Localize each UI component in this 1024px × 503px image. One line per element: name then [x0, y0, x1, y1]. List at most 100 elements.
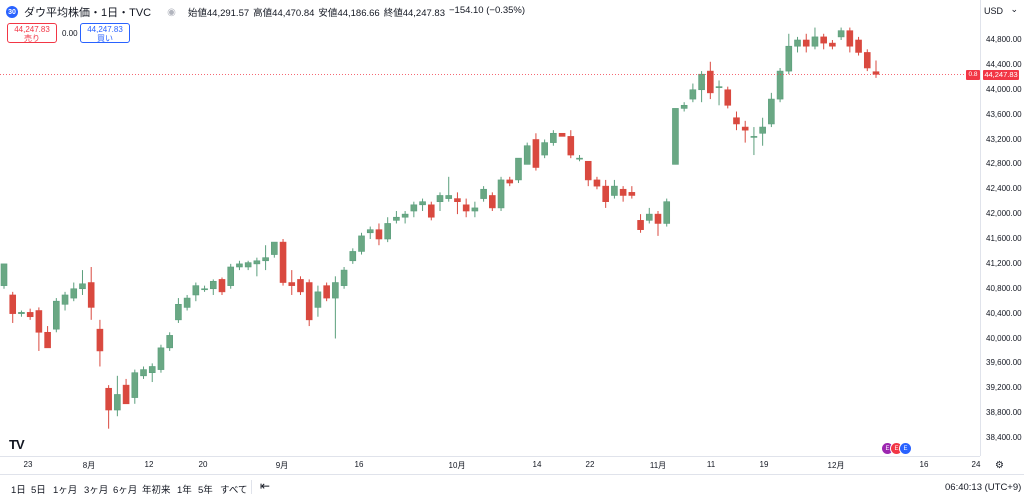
candle[interactable] [558, 132, 566, 137]
candle[interactable] [724, 86, 732, 109]
candle[interactable] [532, 133, 540, 171]
candle[interactable] [288, 270, 296, 295]
candle[interactable] [654, 211, 662, 236]
period-button[interactable]: 5日 [31, 485, 46, 496]
candle[interactable] [489, 192, 496, 212]
candle[interactable] [175, 298, 182, 323]
period-button[interactable]: 6ヶ月 [113, 485, 138, 496]
candle[interactable] [802, 33, 810, 53]
candle[interactable] [663, 198, 671, 227]
settings-icon[interactable]: ⚙ [995, 460, 1004, 471]
candle[interactable] [506, 176, 514, 187]
candle[interactable] [227, 263, 235, 289]
period-button[interactable]: 年初来 [142, 485, 171, 496]
candle[interactable] [53, 298, 60, 333]
candle[interactable] [846, 27, 854, 53]
candle[interactable] [166, 332, 173, 351]
candle[interactable] [637, 214, 644, 233]
candle[interactable] [794, 36, 801, 53]
candlestick-chart[interactable] [0, 0, 980, 456]
candle[interactable] [471, 201, 479, 218]
candle[interactable] [96, 319, 104, 367]
period-button[interactable]: 5年 [198, 485, 213, 496]
candle[interactable] [26, 308, 34, 320]
candle[interactable] [35, 307, 43, 351]
candle[interactable] [262, 245, 269, 271]
candle[interactable] [340, 266, 348, 289]
candle[interactable] [9, 291, 17, 323]
candle[interactable] [140, 366, 147, 379]
candle[interactable] [680, 102, 688, 112]
candle[interactable] [698, 71, 705, 103]
candle[interactable] [584, 160, 592, 187]
candle[interactable] [349, 248, 357, 264]
candle[interactable] [628, 186, 636, 199]
economic-events[interactable]: E E E [881, 442, 912, 455]
candle[interactable] [105, 385, 112, 429]
candle[interactable] [811, 27, 819, 50]
candle[interactable] [872, 60, 880, 78]
candle[interactable] [279, 239, 287, 286]
date-range-icon[interactable]: ⇤ [260, 479, 271, 493]
candle[interactable] [837, 27, 845, 40]
candle[interactable] [454, 192, 461, 215]
candle[interactable] [244, 260, 252, 271]
candle[interactable] [297, 276, 304, 295]
tradingview-logo-icon[interactable]: TV [9, 437, 25, 452]
candle[interactable] [323, 282, 330, 302]
candle[interactable] [157, 344, 165, 373]
eye-icon[interactable]: ◉ [167, 6, 176, 18]
candle[interactable] [419, 198, 426, 212]
candle[interactable] [750, 127, 758, 156]
candle[interactable] [741, 120, 749, 143]
candle[interactable] [114, 375, 121, 417]
candle[interactable] [122, 378, 130, 405]
candle[interactable] [462, 198, 470, 218]
candle[interactable] [523, 142, 531, 165]
candle[interactable] [236, 260, 243, 271]
period-button[interactable]: 1日 [11, 485, 26, 496]
candle[interactable] [61, 291, 69, 311]
candle[interactable] [480, 186, 487, 202]
price-axis[interactable] [980, 0, 1024, 456]
candle[interactable] [715, 80, 723, 106]
candle[interactable] [855, 36, 862, 56]
candle[interactable] [707, 61, 714, 100]
sell-button[interactable]: 44,247.83 売り [7, 23, 57, 43]
candle[interactable] [611, 179, 618, 199]
time-axis[interactable] [0, 456, 980, 475]
candle[interactable] [863, 49, 871, 72]
candle[interactable] [768, 92, 775, 128]
candle[interactable] [497, 176, 505, 212]
candle[interactable] [148, 363, 156, 383]
candle[interactable] [672, 108, 679, 165]
candle[interactable] [70, 282, 78, 302]
candle[interactable] [366, 226, 374, 239]
candle[interactable] [375, 223, 383, 246]
candle[interactable] [305, 279, 313, 327]
candle[interactable] [192, 282, 200, 302]
candle[interactable] [393, 211, 400, 224]
candle[interactable] [209, 279, 217, 295]
candle[interactable] [358, 232, 365, 255]
candle[interactable] [87, 266, 95, 320]
candle[interactable] [829, 40, 836, 50]
candle[interactable] [619, 186, 627, 202]
candle[interactable] [759, 117, 766, 146]
candle[interactable] [332, 276, 339, 339]
candle[interactable] [201, 285, 208, 292]
candle[interactable] [384, 217, 391, 243]
candle[interactable] [131, 369, 139, 404]
candle[interactable] [593, 176, 601, 190]
candle[interactable] [18, 310, 25, 317]
candle[interactable] [314, 285, 322, 317]
candle[interactable] [602, 179, 609, 208]
candle[interactable] [567, 130, 575, 159]
candle[interactable] [550, 130, 557, 146]
period-button[interactable]: 3ヶ月 [84, 485, 109, 496]
candle[interactable] [79, 270, 86, 295]
candle[interactable] [427, 201, 435, 221]
chart-area[interactable] [0, 0, 980, 456]
candle[interactable] [515, 157, 522, 184]
buy-button[interactable]: 44,247.83 買い [80, 23, 130, 43]
